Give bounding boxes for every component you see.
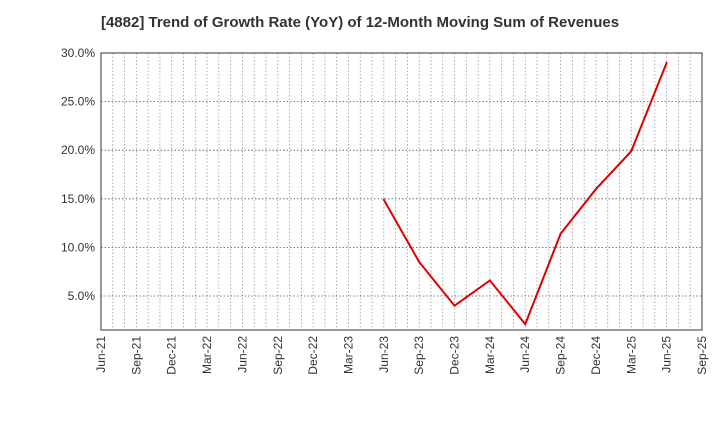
x-tick-label: Jun-22 — [235, 336, 249, 373]
x-tick-label: Jun-21 — [94, 336, 108, 373]
x-tick-label: Sep-23 — [412, 336, 426, 375]
x-tick-label: Dec-23 — [448, 336, 462, 375]
x-tick-label: Mar-24 — [483, 336, 497, 374]
x-tick-label: Sep-22 — [271, 336, 285, 375]
growth-rate-data-point — [594, 188, 597, 191]
x-axis-ticks: Jun-21 Sep-21 Dec-21 Mar-22 Jun-22 Sep-22 Dec-… — [94, 336, 709, 375]
y-tick-label: 10.0% — [61, 240, 95, 254]
growth-rate-data-point — [382, 198, 385, 201]
x-tick-label: Dec-22 — [306, 336, 320, 375]
x-tick-label: Sep-25 — [695, 336, 709, 375]
growth-rate-data-point — [524, 323, 527, 326]
series-layer — [382, 61, 668, 327]
growth-rate-data-point — [488, 279, 491, 282]
x-tick-label: Jun-25 — [660, 336, 674, 373]
x-tick-label: Mar-25 — [624, 336, 638, 374]
y-tick-label: 30.0% — [61, 46, 95, 60]
growth-rate-data-point — [559, 232, 562, 235]
y-tick-label: 20.0% — [61, 143, 95, 157]
growth-rate-data-point — [665, 61, 668, 64]
chart-title: [4882] Trend of Growth Rate (YoY) of 12-… — [100, 14, 620, 31]
grid-lines — [101, 53, 702, 330]
growth-rate-data-point — [418, 260, 421, 263]
growth-rate-data-point — [630, 150, 633, 153]
x-tick-label: Jun-23 — [377, 336, 391, 373]
x-tick-label: Dec-21 — [165, 336, 179, 375]
y-tick-label: 15.0% — [61, 192, 95, 206]
y-axis-ticks: 5.0% 10.0% 15.0% 20.0% 25.0% 30.0% — [61, 46, 95, 303]
x-tick-label: Dec-24 — [589, 336, 603, 375]
x-tick-label: Sep-24 — [554, 336, 568, 375]
y-tick-label: 25.0% — [61, 95, 95, 109]
x-tick-label: Mar-23 — [341, 336, 355, 374]
growth-rate-data-point — [453, 304, 456, 307]
x-tick-label: Mar-22 — [200, 336, 214, 374]
x-tick-label: Jun-24 — [518, 336, 532, 373]
x-tick-label: Sep-21 — [129, 336, 143, 375]
plot-area-frame — [100, 52, 703, 331]
y-tick-label: 5.0% — [68, 289, 96, 303]
